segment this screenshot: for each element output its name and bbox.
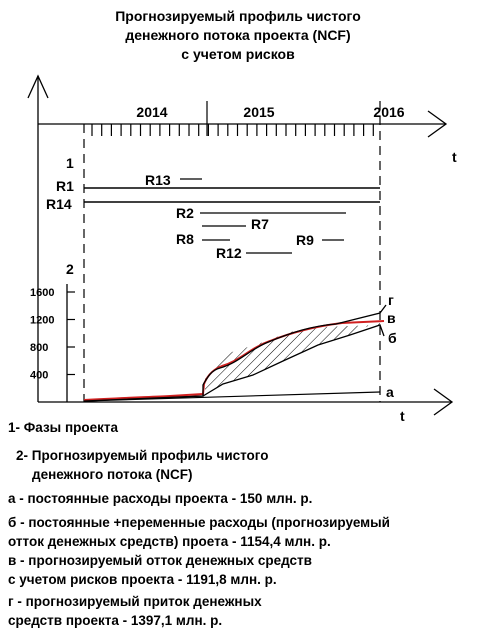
- chart-x-axis-label: t: [400, 408, 405, 424]
- y-tick-label: 1200: [30, 315, 54, 327]
- month-ticks: [91, 124, 374, 136]
- risk-label-r7: R7: [251, 216, 269, 232]
- curve-label-a: а: [386, 384, 394, 400]
- risk-label-r8: R8: [176, 231, 194, 247]
- legend-v-line-1: в - прогнозируемый отток денежных средст…: [8, 553, 312, 568]
- legend-b-line-1: б - постоянные +переменные расходы (прог…: [8, 515, 390, 530]
- risk-label-r2: R2: [176, 205, 194, 221]
- curve-label-b: б: [388, 330, 397, 346]
- legend-item-phases: 1- Фазы проекта: [8, 420, 118, 435]
- phases-row-label: 1: [66, 155, 74, 171]
- risk-label-r13: R13: [145, 172, 171, 188]
- y-tick-label: 400: [30, 370, 48, 382]
- time-axis-arrow: [427, 110, 448, 138]
- y-axis-ticks: 400 800 1200 1600: [30, 287, 75, 382]
- title-line-1: Прогнозируемый профиль чистого: [115, 8, 361, 24]
- legend-item-ncf-line-1: 2- Прогнозируемый профиль чистого: [16, 448, 269, 463]
- legend-a: а - постоянные расходы проекта - 150 млн…: [8, 491, 312, 506]
- legend-g-line-1: г - прогнозируемый приток денежных: [8, 594, 262, 609]
- risk-label-r9: R9: [296, 232, 314, 248]
- y-tick-label: 800: [30, 342, 48, 354]
- curve-label-g: г: [388, 292, 394, 308]
- y-tick-label: 1600: [30, 287, 54, 299]
- hatched-area: [84, 320, 380, 401]
- time-axis-label: t: [452, 149, 457, 165]
- legend-item-ncf-line-2: денежного потока (NCF): [32, 467, 192, 482]
- curve-label-v: в: [387, 310, 396, 326]
- title-line-3: с учетом рисков: [181, 46, 295, 62]
- legend-v-line-2: с учетом рисков проекта - 1191,8 млн. р.: [8, 572, 277, 587]
- risk-label-r12: R12: [216, 245, 242, 261]
- curve-g-inflow: [83, 304, 387, 402]
- legend-g-line-2: средств проекта - 1397,1 млн. р.: [8, 613, 222, 628]
- vertical-axis-arrow: [27, 74, 49, 99]
- chart-x-axis-arrow: [433, 388, 454, 416]
- title-line-2: денежного потока проекта (NCF): [125, 27, 350, 43]
- risk-label-r14: R14: [46, 196, 72, 212]
- risk-label-r1: R1: [56, 178, 74, 194]
- year-label-2015: 2015: [243, 104, 274, 120]
- chart-row-label: 2: [66, 261, 74, 277]
- legend-b-line-2: отток денежных средств) проета - 1154,4 …: [8, 534, 331, 549]
- year-label-2014: 2014: [136, 104, 167, 120]
- year-label-2016: 2016: [373, 104, 404, 120]
